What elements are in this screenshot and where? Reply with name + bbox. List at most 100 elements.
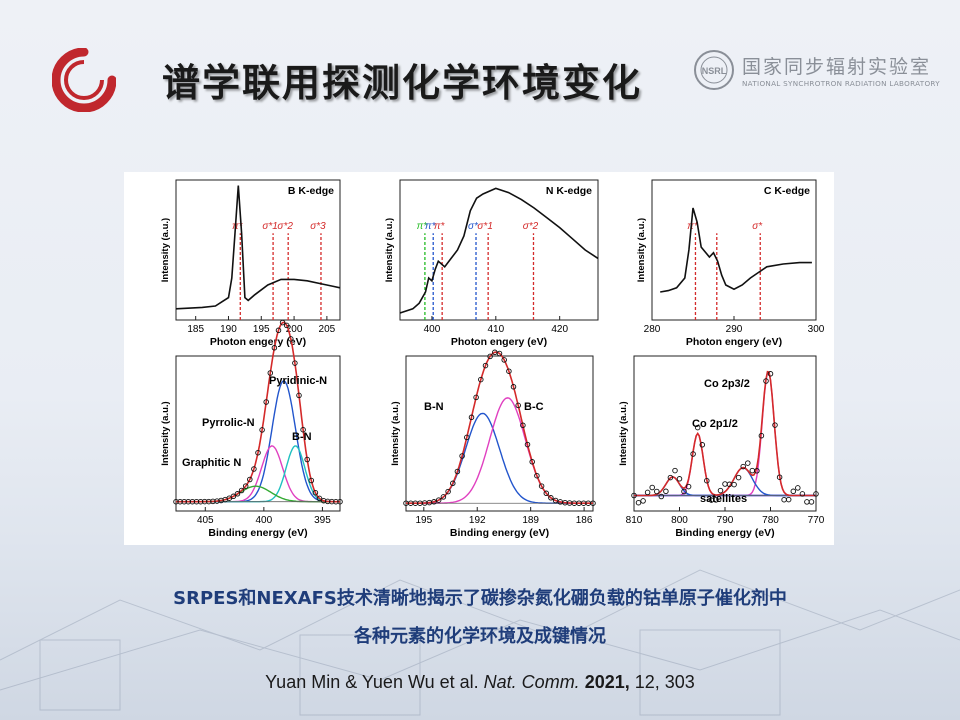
x-tick-label: 780 [762, 515, 779, 526]
citation-authors: Yuan Min & Yuen Wu et al. [265, 672, 479, 692]
lab-logo: NSRL 国家同步辐射实验室 NATIONAL SYNCHROTRON RADI… [692, 48, 942, 94]
data-point [193, 498, 200, 505]
data-point [699, 442, 706, 448]
fit-envelope [406, 351, 593, 505]
peak-annotation: Pyridinic-N [269, 375, 327, 387]
data-point [304, 456, 310, 463]
x-tick-label: 810 [626, 515, 643, 526]
data-point [804, 499, 810, 505]
chart-frame [175, 179, 341, 321]
x-tick-label: 420 [551, 324, 568, 335]
data-point [316, 495, 323, 502]
data-point [538, 483, 545, 489]
data-point [813, 491, 819, 497]
chart-frame [405, 355, 594, 512]
lab-name-cn: 国家同步辐射实验室 [742, 56, 932, 78]
data-point [312, 489, 319, 496]
fit-envelope [176, 321, 340, 503]
data-point [785, 496, 792, 503]
data-point [749, 467, 756, 474]
data-point [663, 488, 669, 495]
x-tick-label: 280 [644, 324, 661, 335]
data-point [431, 499, 437, 505]
x-tick-label: 790 [717, 515, 734, 526]
chart-frame [175, 355, 341, 512]
x-axis-label: Photon engery (eV) [210, 336, 306, 348]
institution-logo-icon [52, 48, 116, 112]
data-point [459, 453, 465, 459]
chart-panel-4: 405 400 395 Binding energy (eV) Intensity (a… [160, 319, 343, 539]
chart-title: B K-edge [288, 185, 334, 197]
data-point [722, 481, 728, 487]
peak-annotation: Graphitic N [182, 457, 241, 469]
data-point [271, 345, 278, 351]
spectrum-line [660, 207, 812, 293]
chart-panel-1: 185 190 195 200 205 Photon engery (eV) Intensi… [160, 179, 341, 348]
data-point [496, 350, 503, 357]
data-point [543, 490, 550, 497]
citation-year: 2021, [584, 672, 630, 692]
data-point [473, 394, 479, 401]
data-point [482, 362, 489, 369]
data-point [242, 483, 249, 489]
page-title: 谱学联用探测化学环境变化 [162, 61, 643, 105]
spectra-figure: 185 190 195 200 205 Photon engery (eV) Intensi… [124, 172, 834, 545]
data-point [745, 460, 751, 466]
data-point [337, 498, 343, 505]
data-point [275, 327, 282, 334]
x-axis-label: Photon engery (eV) [686, 336, 782, 348]
data-point [808, 499, 815, 505]
data-point [263, 399, 269, 405]
data-point [799, 491, 806, 497]
data-point [173, 498, 179, 505]
data-point [731, 481, 737, 488]
x-axis-label: Photon engery (eV) [451, 336, 547, 348]
caption-line-1: SRPES和NEXAFS技术清晰地揭示了碳掺杂氮化硼负载的钴单原子催化剂中 [173, 588, 787, 609]
peak-marker-label: σ*3 [310, 221, 326, 232]
data-point [640, 498, 646, 504]
data-point [308, 477, 315, 484]
data-point [790, 488, 797, 495]
y-axis-label: Intensity (a.u.) [160, 401, 171, 465]
data-point [795, 485, 801, 491]
data-point [658, 493, 665, 500]
data-point [740, 463, 746, 470]
data-point [197, 498, 204, 505]
data-point [468, 414, 475, 421]
data-point [267, 370, 274, 376]
nsrl-emblem-icon: NSRL [694, 50, 734, 90]
x-tick-label: 190 [220, 324, 237, 335]
peak-marker-label: π* [434, 221, 446, 232]
data-point [763, 378, 769, 384]
chart-panel-2: 400 410 420 Photon engery (eV) Intensity (a.… [384, 179, 599, 348]
x-tick-label: 395 [314, 515, 331, 526]
data-point [667, 474, 674, 481]
data-point [781, 496, 787, 503]
x-tick-label: 400 [424, 324, 441, 335]
data-point [255, 449, 261, 456]
data-point [510, 384, 517, 390]
data-point [279, 319, 286, 326]
data-point [654, 488, 660, 495]
data-point [206, 498, 212, 505]
data-point [529, 459, 535, 465]
spectra-figure-svg: 185 190 195 200 205 Photon engery (eV) Intensi… [160, 179, 825, 539]
y-axis-label: Intensity (a.u.) [160, 218, 171, 282]
x-tick-label: 195 [253, 324, 270, 335]
data-point [247, 476, 253, 483]
x-tick-label: 185 [187, 324, 204, 335]
x-tick-label: 770 [808, 515, 825, 526]
y-axis-label: Intensity (a.u.) [390, 401, 401, 465]
x-tick-label: 290 [726, 324, 743, 335]
data-point [251, 466, 257, 472]
data-point [296, 392, 302, 399]
data-point [230, 493, 237, 500]
data-point [717, 487, 724, 494]
citation-volume-page: 12, 303 [634, 672, 695, 692]
x-tick-label: 189 [522, 515, 539, 526]
peak-marker-label: σ*2 [277, 221, 293, 232]
chart-title: C K-edge [764, 185, 810, 197]
data-point [201, 498, 208, 505]
x-tick-label: 195 [415, 515, 432, 526]
data-point [713, 497, 719, 503]
